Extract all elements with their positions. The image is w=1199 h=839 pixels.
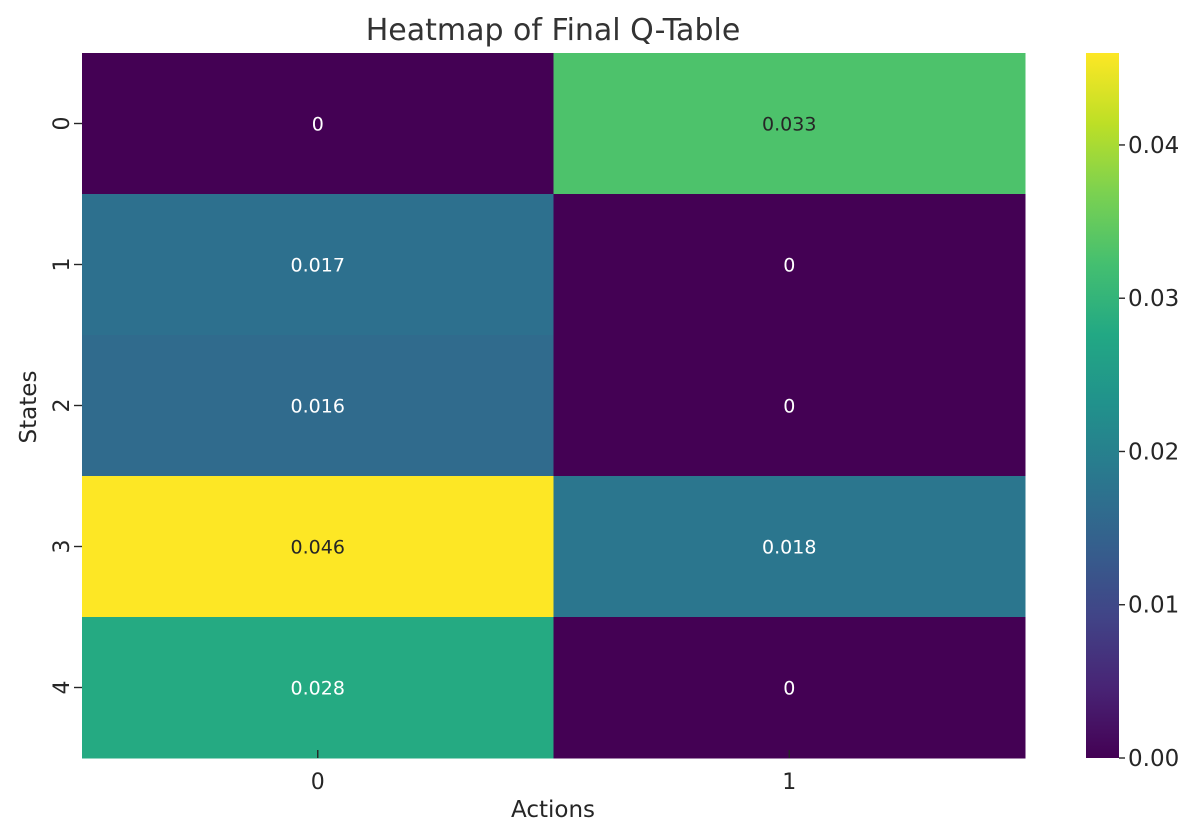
x-tick-label: 0: [311, 770, 325, 795]
cell-annotation: 0.046: [291, 537, 345, 559]
cell-annotation: 0: [312, 114, 324, 136]
cell-annotations: 0 0.033 0.017 0 0.016 0 0.046 0.018 0.028 0: [291, 114, 817, 700]
heatmap-cells: [82, 53, 1026, 759]
heatmap-cell: [82, 194, 554, 336]
y-tick-label: 0: [50, 117, 75, 131]
x-axis-label: Actions: [511, 797, 595, 823]
cell-annotation: 0: [783, 678, 795, 700]
heatmap-cell: [82, 53, 554, 195]
y-tick-label: 1: [50, 258, 75, 272]
heatmap-cell: [553, 476, 1026, 618]
cell-annotation: 0: [783, 396, 795, 418]
heatmap-cell: [82, 476, 554, 618]
colorbar-tick-label: 0.03: [1128, 286, 1179, 312]
y-axis-ticks: 0 1 2 3 4: [50, 117, 82, 695]
x-tick-label: 1: [782, 770, 796, 795]
cell-annotation: 0.033: [762, 114, 816, 136]
heatmap-cell: [553, 335, 1026, 477]
colorbar-tick-label: 0.04: [1128, 133, 1179, 159]
colorbar-ticks: 0.00 0.01 0.02 0.03 0.04: [1119, 133, 1179, 772]
y-tick-label: 4: [50, 681, 75, 695]
cell-annotation: 0.028: [291, 678, 345, 700]
heatmap-cell: [82, 617, 554, 759]
cell-annotation: 0.017: [291, 255, 345, 277]
cell-annotation: 0: [783, 255, 795, 277]
colorbar: 0.00 0.01 0.02 0.03 0.04: [1086, 53, 1179, 772]
heatmap-cell: [553, 617, 1026, 759]
colorbar-tick-label: 0.00: [1128, 746, 1179, 772]
chart-title: Heatmap of Final Q-Table: [366, 13, 741, 48]
y-tick-label: 3: [50, 540, 75, 554]
colorbar-tick-label: 0.02: [1128, 439, 1179, 465]
colorbar-tick-label: 0.01: [1128, 593, 1179, 619]
heatmap-cell: [553, 53, 1026, 195]
heatmap-cell: [82, 335, 554, 477]
y-tick-label: 2: [50, 399, 75, 413]
cell-annotation: 0.016: [291, 396, 345, 418]
y-axis-label: States: [16, 371, 42, 444]
colorbar-gradient: [1086, 53, 1119, 758]
heatmap-cell: [553, 194, 1026, 336]
cell-annotation: 0.018: [762, 537, 816, 559]
